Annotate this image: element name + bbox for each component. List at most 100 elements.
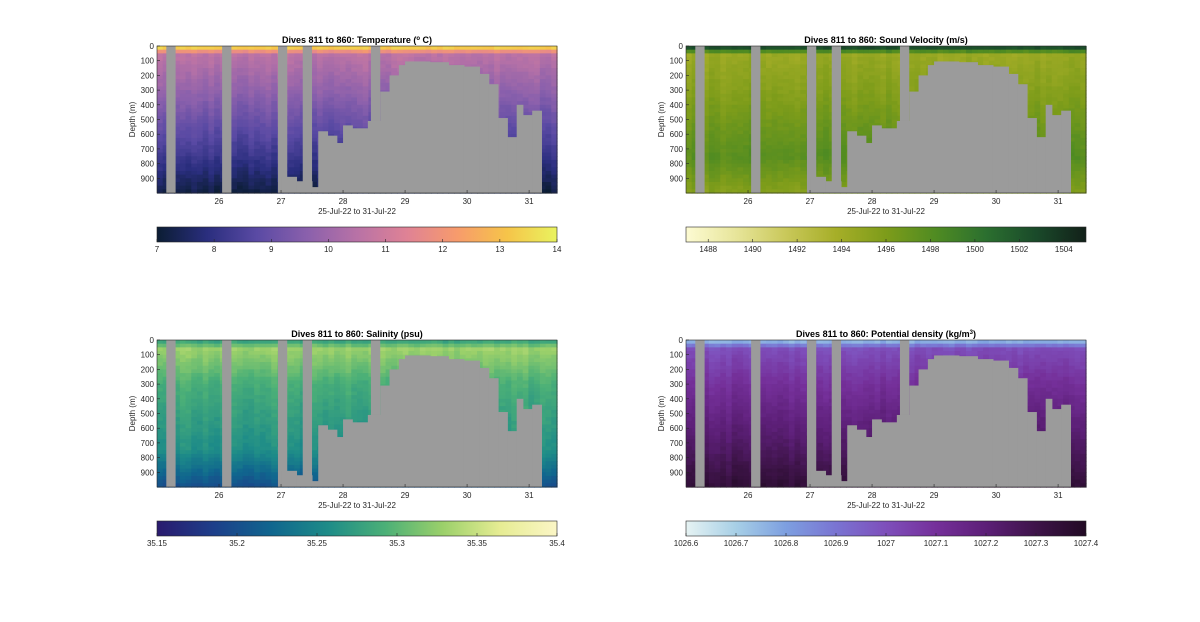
heatmap-cell	[511, 68, 518, 73]
heatmap-cell	[157, 104, 164, 110]
heatmap-cell	[551, 156, 558, 161]
heatmap-cell	[800, 53, 807, 58]
heatmap-cell	[231, 141, 238, 146]
heatmap-cell	[271, 163, 278, 168]
heatmap-cell	[743, 134, 750, 139]
heatmap-cell	[983, 57, 990, 62]
heatmap-cell	[714, 46, 721, 51]
colorbar-tick-label: 14	[553, 245, 562, 254]
heatmap-cell	[185, 159, 192, 165]
heatmap-cell	[271, 68, 278, 73]
heatmap-cell	[551, 79, 558, 84]
heatmap-cell	[720, 93, 727, 99]
heatmap-cell	[345, 93, 352, 99]
heatmap-cell	[174, 156, 181, 161]
heatmap-cell	[294, 60, 301, 65]
heatmap-cell	[185, 178, 192, 183]
heatmap-cell	[259, 134, 267, 139]
heatmap-cell	[691, 112, 699, 117]
heatmap-cell	[691, 46, 699, 51]
heatmap-cell	[248, 126, 255, 132]
heatmap-cell	[208, 112, 215, 117]
heatmap-cell	[208, 108, 215, 113]
heatmap-cell	[362, 104, 370, 110]
colorbar-tick-label: 13	[495, 245, 504, 254]
heatmap-cell	[743, 57, 750, 62]
heatmap-cell	[334, 130, 341, 135]
heatmap-cell	[288, 79, 295, 84]
heatmap-cell	[788, 90, 796, 95]
heatmap-cell	[851, 71, 859, 76]
heatmap-cell	[766, 130, 773, 135]
heatmap-cell	[511, 90, 518, 95]
heatmap-cell	[771, 86, 779, 91]
heatmap-cell	[237, 46, 244, 51]
heatmap-cell	[499, 101, 507, 106]
heatmap-cell	[362, 108, 370, 113]
colorbar-tick-label: 12	[438, 245, 447, 254]
heatmap-cell	[191, 79, 198, 84]
heatmap-cell	[708, 115, 716, 121]
heatmap-cell	[191, 137, 198, 143]
heatmap-cell	[703, 112, 710, 117]
heatmap-cell	[788, 174, 796, 179]
heatmap-cell	[777, 93, 784, 99]
heatmap-cell	[794, 170, 801, 176]
heatmap-cell	[511, 104, 518, 110]
heatmap-cell	[414, 46, 421, 51]
heatmap-cell	[522, 97, 530, 102]
heatmap-cell	[880, 90, 887, 95]
heatmap-cell	[800, 49, 807, 54]
heatmap-cell	[271, 53, 278, 58]
heatmap-cell	[720, 53, 727, 58]
heatmap-cell	[726, 108, 733, 113]
heatmap-cell	[760, 49, 767, 54]
no-data-column	[222, 46, 232, 193]
heatmap-cell	[202, 137, 210, 143]
heatmap-cell	[357, 101, 364, 106]
heatmap-cell	[788, 185, 796, 190]
heatmap-cell	[431, 46, 438, 51]
heatmap-cell	[691, 152, 699, 157]
heatmap-cell	[777, 141, 784, 146]
heatmap-cell	[760, 159, 767, 165]
heatmap-cell	[686, 181, 693, 187]
heatmap-cell	[766, 71, 773, 76]
heatmap-cell	[197, 126, 204, 132]
heatmap-cell	[886, 75, 893, 80]
heatmap-cell	[294, 134, 301, 139]
heatmap-cell	[691, 90, 699, 95]
heatmap-cell	[208, 134, 215, 139]
seafloor-block	[532, 110, 542, 193]
heatmap-cell	[254, 108, 261, 113]
heatmap-cell	[760, 145, 767, 150]
heatmap-cell	[294, 174, 301, 179]
heatmap-cell	[294, 46, 301, 51]
heatmap-cell	[788, 119, 796, 124]
heatmap-cell	[771, 68, 779, 73]
heatmap-cell	[242, 60, 250, 65]
heatmap-cell	[237, 148, 244, 154]
heatmap-cell	[334, 93, 341, 99]
heatmap-cell	[551, 60, 558, 65]
heatmap-cell	[185, 130, 192, 135]
heatmap-cell	[259, 79, 267, 84]
heatmap-cell	[737, 53, 744, 58]
heatmap-cell	[465, 46, 472, 51]
heatmap-cell	[731, 97, 739, 102]
heatmap-cell	[714, 104, 721, 110]
seafloor-block	[405, 61, 431, 193]
heatmap-cell	[777, 181, 784, 187]
heatmap-cell	[800, 115, 807, 121]
heatmap-cell	[743, 104, 750, 110]
heatmap-cell	[254, 185, 261, 190]
heatmap-cell	[880, 75, 887, 80]
heatmap-cell	[179, 181, 187, 187]
heatmap-cell	[880, 71, 887, 76]
heatmap-cell	[708, 53, 716, 58]
heatmap-cell	[202, 53, 210, 58]
heatmap-cell	[686, 178, 693, 183]
heatmap-cell	[351, 64, 358, 69]
heatmap-cell	[511, 64, 518, 69]
heatmap-cell	[311, 148, 318, 154]
